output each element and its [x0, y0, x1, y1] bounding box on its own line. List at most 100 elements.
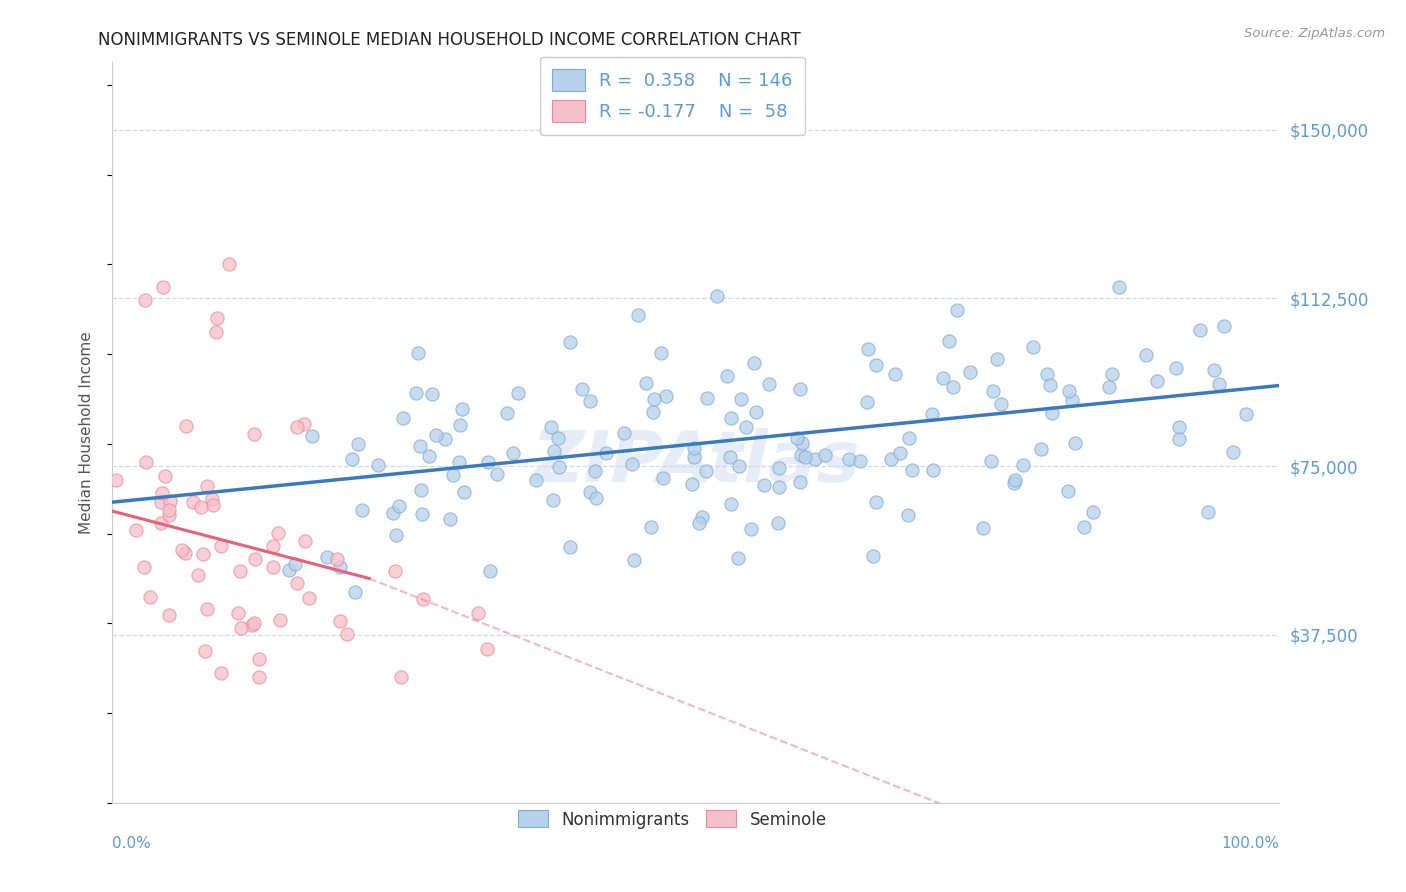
Point [1108, 279, 1130, 293]
Point [157, 503, 180, 517]
Point [636, 376, 658, 390]
Point [938, 334, 960, 349]
Point [716, 369, 738, 384]
Point [329, 615, 352, 629]
Point [1222, 445, 1244, 459]
Point [294, 533, 316, 548]
Point [231, 621, 253, 635]
Point [990, 397, 1012, 411]
Point [229, 564, 252, 578]
Point [267, 526, 290, 541]
Point [613, 426, 636, 441]
Point [727, 551, 749, 566]
Point [412, 592, 434, 607]
Point [1168, 420, 1191, 434]
Point [157, 508, 180, 522]
Point [477, 455, 499, 469]
Point [932, 371, 955, 385]
Point [921, 407, 943, 421]
Point [418, 449, 440, 463]
Point [1073, 519, 1095, 533]
Point [897, 508, 920, 522]
Point [243, 426, 266, 441]
Point [547, 431, 569, 445]
Point [720, 410, 742, 425]
Point [579, 393, 602, 408]
Point [447, 455, 470, 469]
Point [758, 377, 780, 392]
Point [298, 591, 321, 605]
Point [439, 512, 461, 526]
Y-axis label: Median Household Income: Median Household Income [79, 331, 94, 534]
Point [900, 463, 922, 477]
Point [243, 615, 266, 630]
Text: NONIMMIGRANTS VS SEMINOLE MEDIAN HOUSEHOLD INCOME CORRELATION CHART: NONIMMIGRANTS VS SEMINOLE MEDIAN HOUSEHO… [98, 31, 801, 49]
Point [1057, 384, 1080, 398]
Point [689, 516, 711, 531]
Point [655, 389, 678, 403]
Point [411, 507, 433, 521]
Point [405, 386, 427, 401]
Point [1208, 376, 1230, 391]
Point [1234, 407, 1257, 421]
Legend: Nonimmigrants, Seminole: Nonimmigrants, Seminole [512, 804, 834, 835]
Point [695, 464, 717, 478]
Point [1036, 368, 1059, 382]
Point [786, 431, 808, 445]
Point [585, 491, 607, 505]
Point [1040, 406, 1063, 420]
Point [391, 410, 413, 425]
Point [389, 670, 412, 684]
Point [865, 358, 887, 372]
Point [789, 448, 811, 462]
Point [262, 539, 284, 553]
Point [1164, 360, 1187, 375]
Point [643, 392, 665, 407]
Point [683, 441, 706, 455]
Point [623, 553, 645, 567]
Point [139, 591, 162, 605]
Point [194, 644, 217, 658]
Point [191, 547, 214, 561]
Point [922, 463, 945, 477]
Point [150, 495, 173, 509]
Point [742, 356, 765, 370]
Point [1146, 375, 1168, 389]
Point [420, 386, 443, 401]
Point [558, 335, 581, 350]
Point [641, 405, 664, 419]
Point [181, 494, 204, 508]
Point [768, 461, 790, 475]
Point [838, 452, 860, 467]
Point [706, 288, 728, 302]
Point [735, 420, 758, 434]
Point [849, 454, 872, 468]
Point [804, 451, 827, 466]
Point [135, 455, 157, 469]
Point [240, 618, 263, 632]
Point [766, 516, 789, 530]
Point [326, 552, 349, 566]
Point [946, 302, 969, 317]
Point [174, 419, 197, 434]
Point [959, 365, 981, 379]
Point [1064, 436, 1087, 450]
Point [301, 429, 323, 443]
Point [150, 516, 173, 530]
Point [187, 567, 209, 582]
Point [740, 522, 762, 536]
Point [209, 665, 232, 680]
Point [316, 549, 339, 564]
Point [344, 585, 367, 599]
Point [226, 606, 249, 620]
Point [433, 432, 456, 446]
Point [195, 479, 218, 493]
Point [595, 446, 617, 460]
Point [1135, 348, 1157, 362]
Point [626, 308, 648, 322]
Point [883, 367, 905, 381]
Point [1101, 368, 1123, 382]
Point [879, 451, 901, 466]
Point [336, 627, 359, 641]
Point [558, 540, 581, 554]
